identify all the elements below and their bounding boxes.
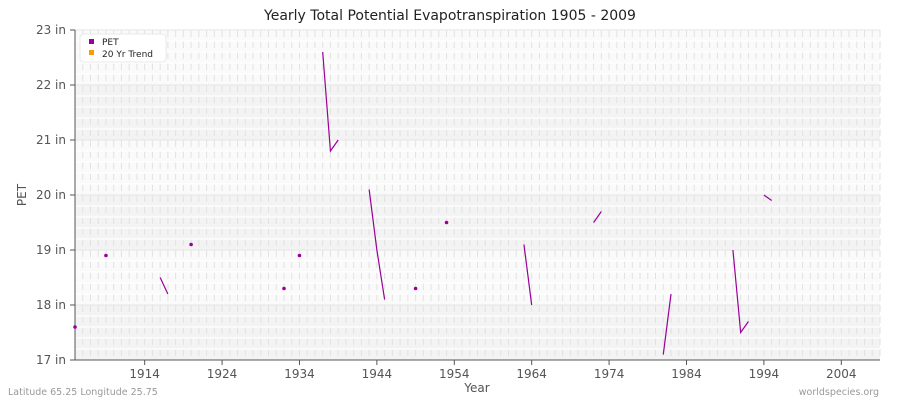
x-tick-label: 1954 — [439, 367, 470, 381]
y-tick-label: 23 in — [36, 23, 66, 37]
x-tick-label: 1974 — [594, 367, 625, 381]
legend-label-pet: PET — [102, 38, 119, 48]
y-tick-label: 17 in — [36, 353, 66, 367]
x-tick-label: 1934 — [284, 367, 315, 381]
x-axis-label: Year — [463, 381, 489, 395]
data-point — [413, 286, 418, 291]
y-tick-label: 21 in — [36, 133, 66, 147]
legend-swatch-trend — [89, 50, 94, 55]
x-tick-label: 1914 — [129, 367, 160, 381]
legend: PET 20 Yr Trend — [79, 33, 167, 63]
x-axis-ticks: 1914 1924 1934 1944 1954 1964 1974 1984 1994 2004 — [129, 360, 857, 381]
footer-source: worldspecies.org — [799, 387, 879, 398]
x-tick-label: 1944 — [362, 367, 393, 381]
data-point — [297, 253, 302, 258]
data-line — [159, 277, 169, 295]
x-tick-label: 1924 — [207, 367, 238, 381]
y-tick-label: 19 in — [36, 243, 66, 257]
data-line — [763, 194, 772, 201]
x-tick-label: 1994 — [749, 367, 780, 381]
data-line — [368, 189, 386, 300]
data-line — [662, 293, 672, 355]
data-point — [282, 286, 286, 291]
legend-box — [79, 33, 167, 63]
legend-swatch-pet — [89, 39, 94, 44]
gridlines — [75, 29, 881, 361]
y-axis-label: PET — [15, 183, 29, 206]
data-series — [73, 51, 772, 355]
data-point — [104, 253, 108, 258]
footer-coordinates: Latitude 65.25 Longitude 25.75 — [8, 387, 158, 398]
x-tick-label: 1964 — [516, 367, 547, 381]
data-point — [73, 325, 77, 329]
data-line — [523, 244, 533, 306]
data-point — [444, 220, 449, 225]
y-axis-ticks: 17 in 18 in 19 in 20 in 21 in 22 in 23 in — [36, 23, 75, 367]
y-tick-label: 20 in — [36, 188, 66, 202]
chart-title: Yearly Total Potential Evapotranspiratio… — [263, 8, 636, 24]
x-tick-label: 2004 — [826, 367, 857, 381]
y-tick-label: 22 in — [36, 78, 66, 92]
data-line — [322, 51, 339, 153]
data-line — [593, 211, 602, 223]
legend-label-trend: 20 Yr Trend — [102, 50, 153, 60]
y-tick-label: 18 in — [36, 298, 66, 312]
data-point — [189, 242, 193, 247]
data-line — [732, 249, 749, 335]
x-tick-label: 1984 — [671, 367, 702, 381]
